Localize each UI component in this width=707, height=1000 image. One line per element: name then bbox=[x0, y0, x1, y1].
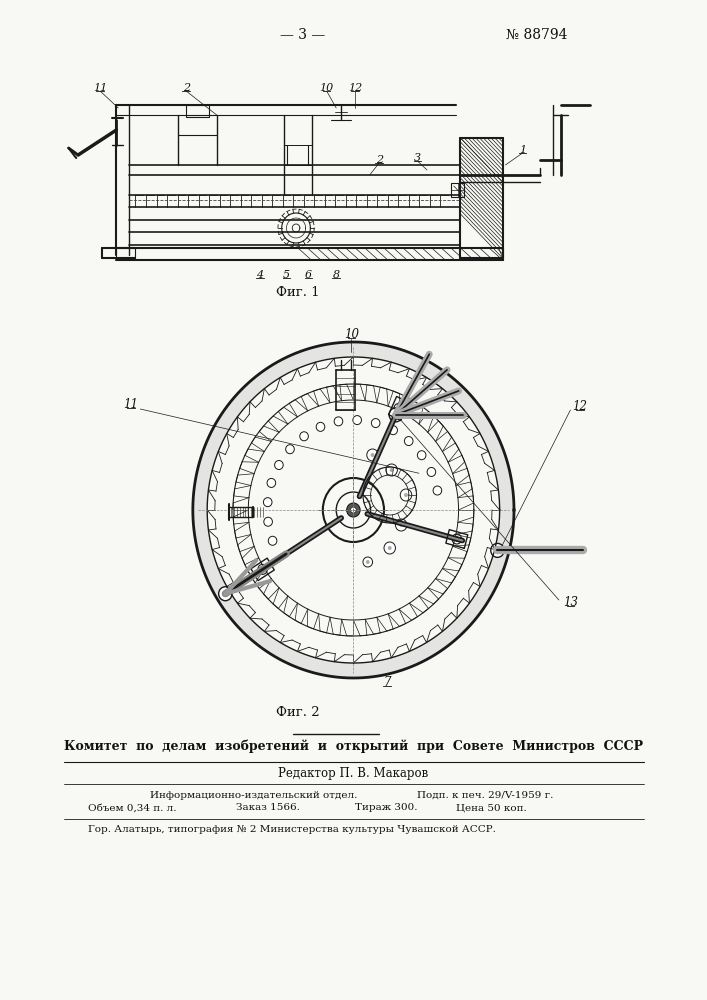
Text: Объем 0,34 п. л.: Объем 0,34 п. л. bbox=[88, 804, 176, 812]
Circle shape bbox=[258, 564, 267, 574]
Circle shape bbox=[367, 449, 378, 461]
Circle shape bbox=[268, 536, 277, 545]
Text: 10: 10 bbox=[344, 328, 359, 342]
Text: 11: 11 bbox=[123, 398, 138, 412]
Circle shape bbox=[417, 451, 426, 460]
Text: 4: 4 bbox=[256, 270, 263, 280]
Circle shape bbox=[363, 557, 373, 567]
Text: 3: 3 bbox=[414, 153, 421, 163]
Circle shape bbox=[393, 412, 399, 418]
Wedge shape bbox=[193, 342, 514, 678]
Text: Тираж 300.: Тираж 300. bbox=[356, 804, 418, 812]
Circle shape bbox=[260, 567, 265, 572]
Circle shape bbox=[395, 519, 407, 531]
Circle shape bbox=[267, 478, 276, 487]
Text: Информационно-издательский отдел.: Информационно-издательский отдел. bbox=[150, 790, 357, 800]
Bar bbox=[186, 105, 209, 117]
Circle shape bbox=[370, 453, 375, 457]
Circle shape bbox=[274, 460, 284, 470]
Circle shape bbox=[386, 464, 397, 476]
Circle shape bbox=[404, 437, 413, 446]
Text: Фиг. 1: Фиг. 1 bbox=[276, 286, 320, 298]
Circle shape bbox=[452, 534, 462, 544]
Circle shape bbox=[300, 432, 308, 441]
Text: 11: 11 bbox=[93, 83, 107, 93]
Circle shape bbox=[316, 422, 325, 431]
Text: 5: 5 bbox=[283, 270, 290, 280]
Text: Фиг. 2: Фиг. 2 bbox=[276, 706, 320, 720]
Text: № 88794: № 88794 bbox=[506, 28, 568, 42]
Text: Цена 50 коп.: Цена 50 коп. bbox=[456, 804, 527, 812]
Text: 1: 1 bbox=[519, 145, 526, 155]
Circle shape bbox=[491, 543, 504, 557]
Text: Подп. к печ. 29/V-1959 г.: Подп. к печ. 29/V-1959 г. bbox=[417, 790, 554, 800]
Circle shape bbox=[264, 517, 272, 526]
Text: 7: 7 bbox=[383, 676, 390, 690]
Circle shape bbox=[346, 503, 360, 517]
Circle shape bbox=[389, 408, 402, 422]
Text: — 3 —: — 3 — bbox=[280, 28, 325, 42]
Text: Гор. Алатырь, типография № 2 Министерства культуры Чувашской АССР.: Гор. Алатырь, типография № 2 Министерств… bbox=[88, 826, 496, 834]
Text: Редактор П. В. Макаров: Редактор П. В. Макаров bbox=[279, 766, 428, 780]
Circle shape bbox=[264, 498, 272, 507]
Circle shape bbox=[223, 591, 228, 597]
Circle shape bbox=[394, 403, 404, 413]
Circle shape bbox=[286, 445, 294, 454]
Circle shape bbox=[455, 536, 460, 541]
Text: 2: 2 bbox=[375, 155, 382, 165]
Circle shape bbox=[400, 489, 411, 501]
Text: 8: 8 bbox=[332, 270, 340, 280]
Text: 10: 10 bbox=[320, 83, 334, 93]
Circle shape bbox=[390, 468, 394, 472]
Circle shape bbox=[433, 486, 442, 495]
Circle shape bbox=[389, 426, 397, 435]
Text: 2: 2 bbox=[182, 83, 189, 93]
Circle shape bbox=[384, 542, 395, 554]
Text: 6: 6 bbox=[305, 270, 312, 280]
Text: 12: 12 bbox=[348, 83, 363, 93]
Circle shape bbox=[371, 419, 380, 428]
Circle shape bbox=[353, 416, 361, 425]
Text: Заказ 1566.: Заказ 1566. bbox=[236, 804, 300, 812]
Circle shape bbox=[366, 560, 370, 564]
Circle shape bbox=[388, 546, 392, 550]
Text: 12: 12 bbox=[573, 400, 588, 414]
Circle shape bbox=[396, 406, 401, 411]
Circle shape bbox=[399, 523, 403, 527]
Bar bbox=[451, 183, 464, 197]
Circle shape bbox=[427, 467, 436, 476]
Circle shape bbox=[334, 417, 343, 426]
Circle shape bbox=[218, 587, 232, 601]
Circle shape bbox=[351, 507, 356, 513]
Circle shape bbox=[404, 493, 408, 497]
Text: 13: 13 bbox=[563, 596, 578, 609]
Text: Комитет  по  делам  изобретений  и  открытий  при  Совете  Министров  СССР: Комитет по делам изобретений и открытий … bbox=[64, 739, 643, 753]
